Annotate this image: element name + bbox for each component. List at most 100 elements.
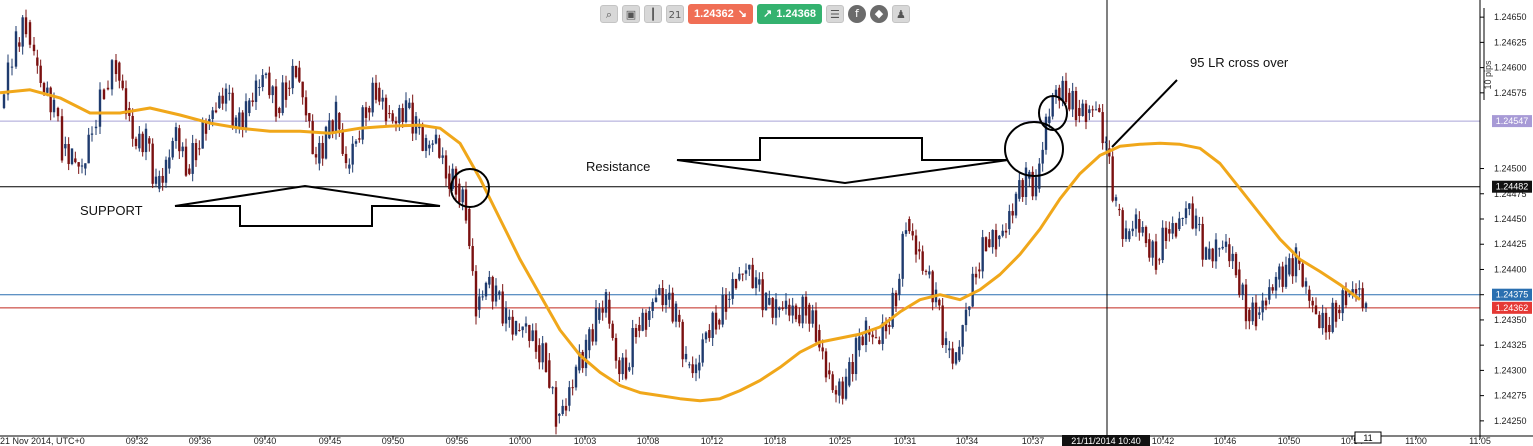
candle-body [718,319,721,325]
candle-body [1121,210,1124,240]
sell-button[interactable]: 1.24362 ↘ [688,4,753,24]
sell-arrow-icon: ↘ [737,8,747,20]
candle-body [291,65,294,89]
candle-body [134,138,138,147]
candle-body [984,237,988,252]
candle-body [1238,269,1241,295]
candle-body [1078,107,1081,116]
candle-body [77,162,80,167]
candle-body [918,249,921,252]
candle-body [381,97,384,102]
support-price-tag-label: 1.24482 [1496,182,1529,192]
candle-body [361,107,364,140]
candle-body [1094,109,1098,111]
candle-body [174,127,178,141]
candle-body [828,370,831,375]
candle-body [711,312,714,338]
candle-body [10,66,14,68]
candle-body [1331,302,1334,332]
candle-body [601,308,604,313]
candle-body [654,297,658,302]
zoom-icon[interactable]: ⌕ [600,5,618,23]
candle-body [614,337,618,361]
candle-body [374,82,378,100]
candle-body [118,62,121,81]
orders-icon[interactable]: ☰ [825,5,844,23]
candle-body [404,100,408,122]
ask-price-tag-label: 1.24375 [1496,290,1529,300]
share-icon[interactable]: ◆ [869,5,888,23]
candle-body [64,144,67,149]
candle-body [388,113,391,115]
candle-body [168,157,171,169]
candle-body [46,87,49,93]
chart-toolbar: ⌕ ▣ ┃ 21 1.24362 ↘ ↗ 1.24368 ☰ f ◆ ♟ [600,4,910,24]
candle-body [834,390,838,395]
candle-body [74,158,77,163]
candle-body [431,143,434,145]
candle-body [704,332,708,340]
trader-icon[interactable]: ♟ [891,5,910,23]
candle-body [594,307,598,342]
candle-body [1011,211,1014,216]
candle-body [928,271,931,275]
candle-body [891,292,894,327]
candle-body [161,175,164,183]
lr-cross-label: 95 LR cross over [1190,55,1289,70]
timeframe-icon[interactable]: 21 [666,5,684,23]
candle-body [248,100,251,114]
y-tick-label: 1.24450 [1494,214,1527,224]
candle-body [1198,223,1201,225]
screenshot-icon[interactable]: ▣ [622,5,640,23]
y-tick-label: 1.24650 [1494,12,1527,22]
buy-button[interactable]: ↗ 1.24368 [756,4,822,24]
candle-body [1074,90,1078,121]
candle-body [781,307,784,309]
x-tick-label: 10:42 [1152,436,1175,446]
y-tick-label: 1.24500 [1494,164,1527,174]
candle-body [638,324,641,331]
candle-body [1068,92,1071,110]
candle-body [334,101,338,132]
candle-body [1114,197,1118,201]
candle-body [148,138,151,144]
candle-body [531,330,534,341]
candle-body [991,230,994,248]
candle-body [1034,177,1038,197]
candle-body [90,133,94,135]
candles-icon[interactable]: ┃ [644,5,662,23]
x-tick-label: 09:50 [382,436,405,446]
candle-body [518,330,521,332]
candle-body [221,95,224,104]
x-tick-label: 10:34 [956,436,979,446]
candle-body [1158,259,1161,261]
candle-body [1084,103,1088,122]
candle-body [56,107,60,117]
candle-body [581,351,584,369]
candle-body [338,113,341,130]
candle-body [728,298,731,300]
candle-body [651,301,654,311]
candle-body [884,322,888,332]
y-tick-label: 1.24350 [1494,315,1527,325]
candle-body [1098,107,1101,113]
candle-body [24,17,28,35]
candle-body [1128,231,1131,240]
buy-arrow-icon: ↗ [762,8,773,20]
facebook-icon[interactable]: f [847,5,866,23]
candle-body [1241,284,1244,295]
candle-body [184,146,188,176]
candle-body [318,142,321,164]
candle-body [1168,229,1171,234]
x-tick-label: 10:50 [1278,436,1301,446]
candle-body [698,362,701,371]
candle-body [1291,258,1294,277]
candle-body [1138,219,1141,233]
candle-body [391,113,394,122]
candle-body [504,307,508,324]
bid-price-tag [1492,301,1532,314]
candle-body [1348,293,1351,295]
candle-body [1201,223,1204,260]
candle-body [371,82,374,113]
